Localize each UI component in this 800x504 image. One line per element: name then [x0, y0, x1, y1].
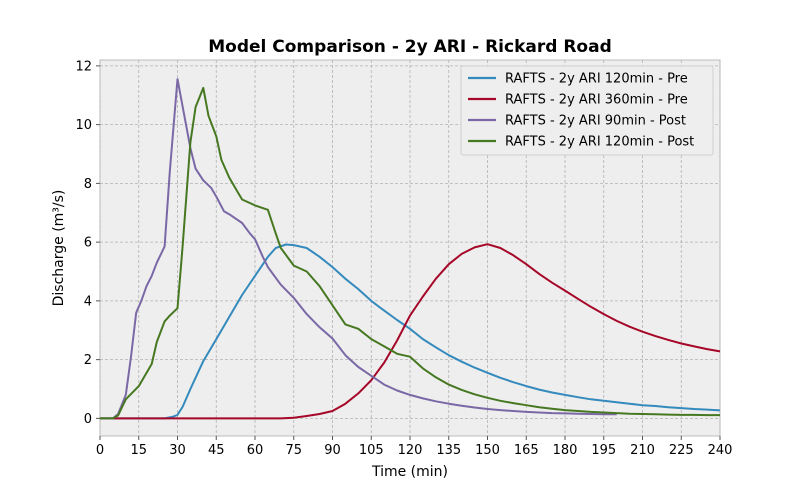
y-axis-label: Discharge (m³/s) [51, 190, 67, 307]
x-tick-label: 75 [285, 443, 302, 458]
y-tick-label: 12 [75, 59, 92, 74]
y-axis-ticks: 0 2 4 6 8 10 12 [75, 59, 100, 427]
x-tick-label: 150 [475, 443, 500, 458]
x-tick-label: 90 [324, 443, 341, 458]
x-tick-label: 105 [359, 443, 384, 458]
x-tick-label: 60 [247, 443, 264, 458]
y-tick-label: 8 [84, 177, 92, 192]
y-tick-label: 2 [84, 353, 92, 368]
x-tick-label: 135 [436, 443, 461, 458]
x-tick-label: 210 [630, 443, 655, 458]
x-tick-label: 240 [708, 443, 733, 458]
x-tick-label: 195 [591, 443, 616, 458]
x-tick-label: 165 [514, 443, 539, 458]
x-tick-label: 0 [96, 443, 104, 458]
chart-title: Model Comparison - 2y ARI - Rickard Road [208, 37, 612, 57]
y-tick-label: 6 [84, 236, 92, 251]
x-axis-ticks: 0 15 30 45 60 75 90 105 120 135 150 165 180 195 210 225… [96, 436, 733, 458]
series-line [100, 86, 720, 420]
y-tick-label: 10 [75, 118, 92, 133]
x-tick-label: 180 [553, 443, 578, 458]
series-line [100, 243, 721, 420]
x-tick-label: 30 [169, 443, 186, 458]
series-line [100, 78, 617, 420]
x-tick-label: 225 [669, 443, 694, 458]
legend-box [460, 65, 714, 156]
legend-label: RAFTS - 2y ARI 120min - Post [505, 135, 694, 150]
x-tick-label: 15 [130, 443, 147, 458]
legend-label: RAFTS - 2y ARI 360min - Pre [505, 93, 688, 108]
series-lines [100, 78, 721, 420]
x-tick-label: 45 [208, 443, 225, 458]
legend-label: RAFTS - 2y ARI 90min - Post [505, 114, 686, 129]
x-axis-label: Time (min) [371, 464, 448, 480]
y-tick-label: 4 [84, 294, 92, 309]
legend-label: RAFTS - 2y ARI 120min - Pre [505, 72, 688, 87]
y-tick-label: 0 [84, 412, 92, 427]
x-tick-label: 120 [398, 443, 423, 458]
legend: RAFTS - 2y ARI 120min - Pre RAFTS - 2y AR… [460, 65, 714, 156]
series-line [100, 243, 721, 420]
